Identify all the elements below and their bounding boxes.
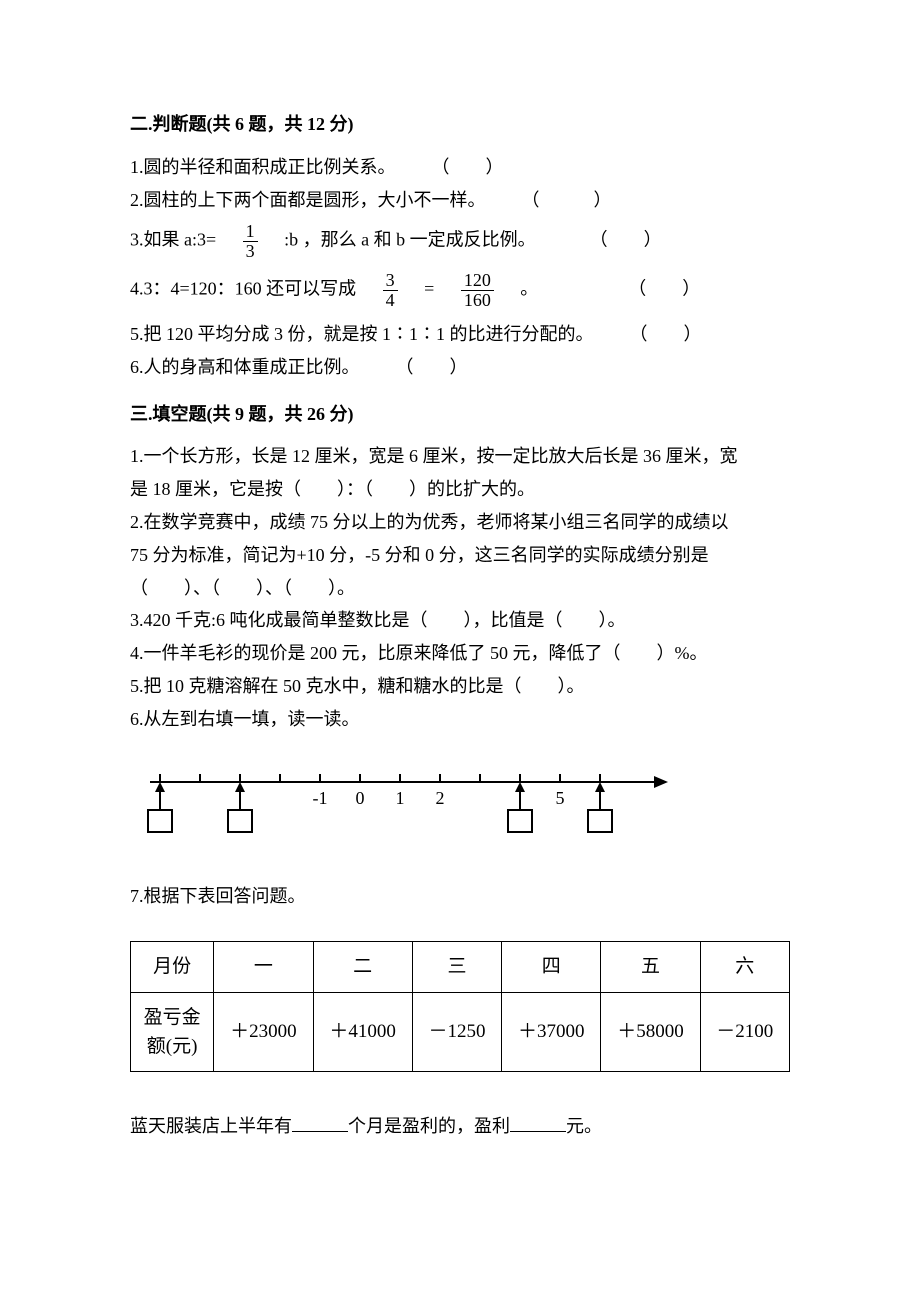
s3-q7-conc-mid: 个月是盈利的，盈利 <box>348 1116 510 1136</box>
svg-text:-1: -1 <box>313 788 328 808</box>
s2-q4-prefix: 4.3：4=120：160 还可以写成 <box>130 279 374 299</box>
s2-q4-frac1-num: 3 <box>383 271 398 291</box>
td-v5: ＋58000 <box>601 992 700 1072</box>
section-3-title: 三.填空题(共 9 题，共 26 分) <box>130 400 790 429</box>
s2-q3-frac-den: 3 <box>243 242 258 261</box>
table-header-row: 月份 一 二 三 四 五 六 <box>131 942 790 992</box>
s2-q2: 2.圆柱的上下两个面都是圆形，大小不一样。 （ ） <box>130 186 790 215</box>
s3-q7: 7.根据下表回答问题。 <box>130 882 790 911</box>
th-4: 四 <box>502 942 601 992</box>
svg-text:2: 2 <box>436 788 445 808</box>
s2-q3-prefix: 3.如果 a:3= <box>130 230 234 250</box>
s2-q4-suffix: 。 （ ） <box>502 279 700 299</box>
s3-q5: 5.把 10 克糖溶解在 50 克水中，糖和糖水的比是（ ）。 <box>130 672 790 701</box>
th-2: 二 <box>313 942 412 992</box>
blank-months <box>292 1113 348 1132</box>
section-2-title: 二.判断题(共 6 题，共 12 分) <box>130 110 790 139</box>
s2-q3-frac-num: 1 <box>243 222 258 242</box>
th-6: 六 <box>700 942 789 992</box>
th-1: 一 <box>214 942 313 992</box>
th-3: 三 <box>412 942 501 992</box>
svg-text:0: 0 <box>356 788 365 808</box>
page-root: 二.判断题(共 6 题，共 12 分) 1.圆的半径和面积成正比例关系。 （ ）… <box>0 0 920 1302</box>
td-v6: －2100 <box>700 992 789 1072</box>
s2-q5: 5.把 120 平均分成 3 份，就是按 1∶1∶1 的比进行分配的。 （ ） <box>130 320 790 349</box>
td-v1: ＋23000 <box>214 992 313 1072</box>
s2-q3: 3.如果 a:3= 1 3 :b ，那么 a 和 b 一定成反比例。 （ ） <box>130 222 790 261</box>
td-rowlabel-l2: 额(元) <box>147 1036 198 1057</box>
s3-q1-l2: 是 18 厘米，它是按（ ）：（ ）的比扩大的。 <box>130 475 790 504</box>
td-v2: ＋41000 <box>313 992 412 1072</box>
s3-q4: 4.一件羊毛衫的现价是 200 元，比原来降低了 50 元，降低了（ ）%。 <box>130 639 790 668</box>
s3-q2-l3: （ ）、（ ）、（ ）。 <box>130 574 790 603</box>
s2-q4-frac2-num: 120 <box>461 271 494 291</box>
th-5: 五 <box>601 942 700 992</box>
s2-q4-eq: = <box>406 279 452 299</box>
section-2: 二.判断题(共 6 题，共 12 分) 1.圆的半径和面积成正比例关系。 （ ）… <box>130 110 790 382</box>
s2-q4: 4.3：4=120：160 还可以写成 3 4 = 120 160 。 （ ） <box>130 271 790 310</box>
svg-text:1: 1 <box>396 788 405 808</box>
s2-q4-fraction-1: 3 4 <box>383 271 398 310</box>
table-data-row: 盈亏金 额(元) ＋23000 ＋41000 －1250 ＋37000 ＋580… <box>131 992 790 1072</box>
s3-q7-conclusion: 蓝天服装店上半年有 个月是盈利的，盈利 元。 <box>130 1112 790 1141</box>
td-v3: －1250 <box>412 992 501 1072</box>
td-rowlabel-l1: 盈亏金 <box>144 1007 201 1028</box>
svg-text:5: 5 <box>556 788 565 808</box>
th-month: 月份 <box>131 942 214 992</box>
s2-q4-fraction-2: 120 160 <box>461 271 494 310</box>
s3-q6: 6.从左到右填一填，读一读。 <box>130 705 790 734</box>
section-3: 三.填空题(共 9 题，共 26 分) 1.一个长方形，长是 12 厘米，宽是 … <box>130 400 790 1142</box>
blank-amount <box>510 1113 566 1132</box>
number-line-figure: -1 0 1 2 5 <box>130 754 790 853</box>
s3-q2-l2: 75 分为标准，简记为+10 分，-5 分和 0 分，这三名同学的实际成绩分别是 <box>130 541 790 570</box>
td-rowlabel: 盈亏金 额(元) <box>131 992 214 1072</box>
s2-q6: 6.人的身高和体重成正比例。 （ ） <box>130 353 790 382</box>
s3-q3: 3.420 千克:6 吨化成最简单整数比是（ ），比值是（ ）。 <box>130 606 790 635</box>
s2-q3-fraction: 1 3 <box>243 222 258 261</box>
s2-q4-frac1-den: 4 <box>383 291 398 310</box>
td-v4: ＋37000 <box>502 992 601 1072</box>
profit-table-wrap: 月份 一 二 三 四 五 六 盈亏金 额(元) ＋23000 ＋41000 －1… <box>130 941 790 1072</box>
s2-q1: 1.圆的半径和面积成正比例关系。 （ ） <box>130 153 790 182</box>
s3-q1-l1: 1.一个长方形，长是 12 厘米，宽是 6 厘米，按一定比放大后长是 36 厘米… <box>130 442 790 471</box>
number-line-svg: -1 0 1 2 5 <box>130 754 670 844</box>
s2-q3-mid: :b ，那么 a 和 b 一定成反比例。 （ ） <box>266 230 662 250</box>
s3-q7-conc-suffix: 元。 <box>566 1116 602 1136</box>
profit-table: 月份 一 二 三 四 五 六 盈亏金 额(元) ＋23000 ＋41000 －1… <box>130 941 790 1072</box>
s3-q2-l1: 2.在数学竞赛中，成绩 75 分以上的为优秀，老师将某小组三名同学的成绩以 <box>130 508 790 537</box>
s2-q4-frac2-den: 160 <box>461 291 494 310</box>
s3-q7-conc-prefix: 蓝天服装店上半年有 <box>130 1116 292 1136</box>
